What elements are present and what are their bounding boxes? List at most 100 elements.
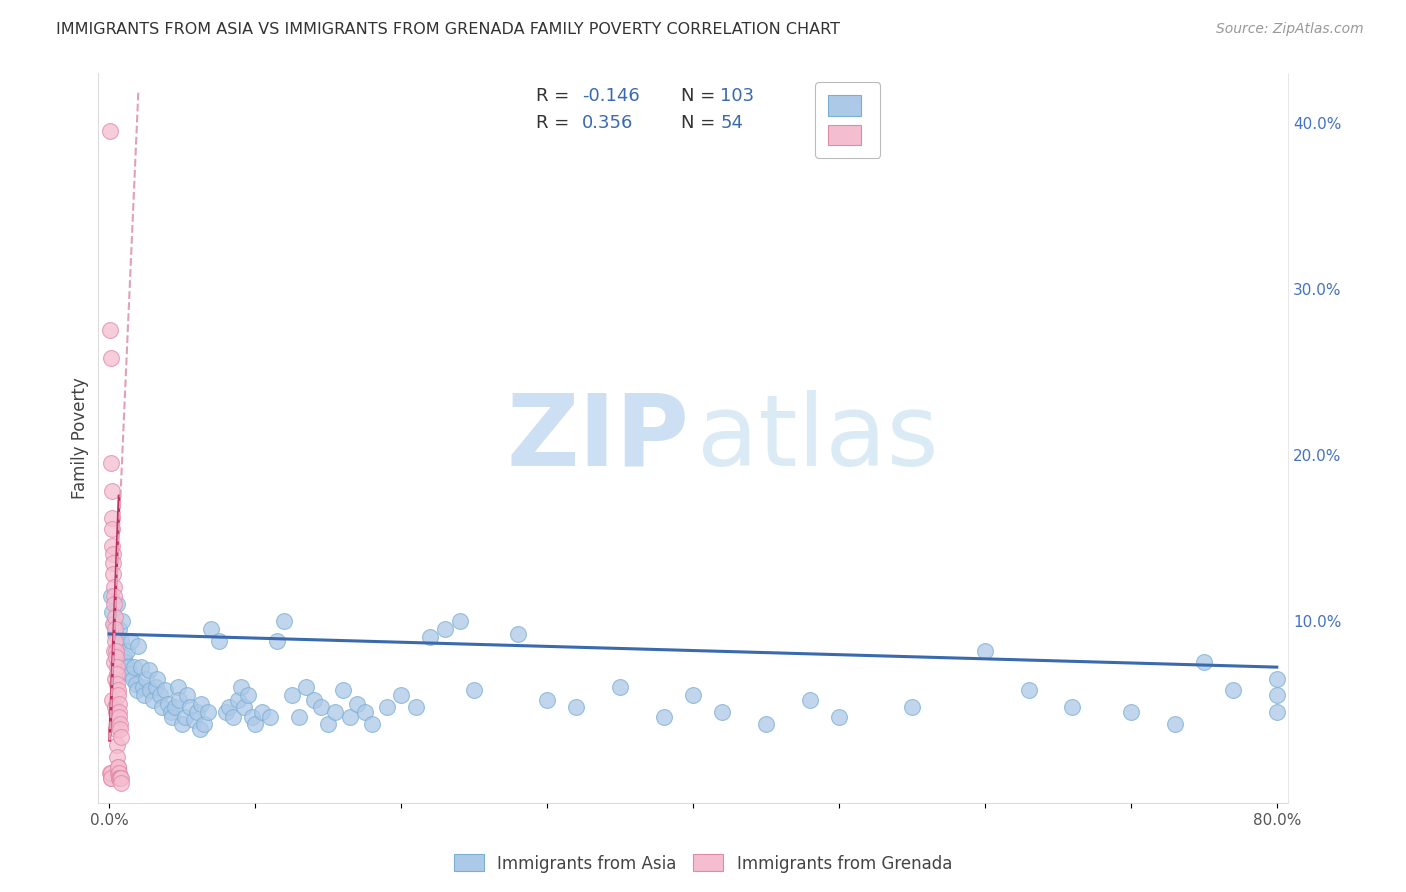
Point [104, 705, 127, 719]
Point [107, 760, 129, 774]
Point [226, 693, 249, 707]
Point [127, 639, 149, 653]
Legend: , : , [815, 82, 880, 158]
Point [316, 716, 339, 731]
Y-axis label: Family Poverty: Family Poverty [72, 377, 89, 499]
Point [169, 693, 191, 707]
Point [1265, 705, 1288, 719]
Point [266, 633, 288, 648]
Point [449, 614, 471, 628]
Point [110, 730, 132, 744]
Point [104, 672, 127, 686]
Text: R =: R = [536, 114, 575, 133]
Point [176, 689, 198, 703]
Text: 103: 103 [720, 87, 755, 104]
Point [104, 622, 127, 636]
Point [131, 660, 153, 674]
Point [332, 683, 354, 698]
Point [153, 683, 176, 698]
Point [108, 622, 131, 636]
Point [259, 710, 281, 724]
Point [105, 597, 128, 611]
Point [98, 323, 121, 337]
Point [135, 672, 157, 686]
Point [108, 705, 131, 719]
Point [107, 697, 129, 711]
Point [190, 697, 212, 711]
Point [103, 567, 125, 582]
Point [107, 689, 129, 703]
Point [229, 680, 252, 694]
Point [103, 617, 125, 632]
Point [145, 680, 167, 694]
Point [1265, 689, 1288, 703]
Point [273, 614, 295, 628]
Point [506, 627, 529, 641]
Point [115, 643, 138, 657]
Point [132, 680, 155, 694]
Text: R =: R = [536, 87, 575, 104]
Point [110, 633, 132, 648]
Point [125, 683, 148, 698]
Point [346, 697, 368, 711]
Point [565, 700, 588, 714]
Point [1222, 683, 1244, 698]
Point [240, 710, 263, 724]
Point [166, 680, 188, 694]
Point [193, 716, 215, 731]
Point [100, 456, 122, 470]
Point [105, 660, 128, 674]
Point [100, 351, 122, 366]
Point [302, 693, 325, 707]
Point [353, 705, 375, 719]
Point [200, 622, 222, 636]
Text: N =: N = [681, 87, 721, 104]
Point [172, 716, 194, 731]
Point [159, 705, 181, 719]
Point [1018, 683, 1040, 698]
Text: -0.146: -0.146 [582, 87, 640, 104]
Point [463, 683, 485, 698]
Point [405, 700, 427, 714]
Point [138, 664, 160, 678]
Point [101, 539, 124, 553]
Point [973, 643, 995, 657]
Point [243, 716, 266, 731]
Point [105, 722, 128, 736]
Point [711, 705, 734, 719]
Point [103, 589, 125, 603]
Point [609, 680, 631, 694]
Point [105, 677, 128, 691]
Point [755, 716, 778, 731]
Point [108, 766, 131, 780]
Point [120, 633, 142, 648]
Point [295, 680, 318, 694]
Point [108, 716, 131, 731]
Text: atlas: atlas [696, 390, 938, 487]
Point [104, 643, 127, 657]
Point [107, 760, 129, 774]
Point [309, 700, 332, 714]
Point [901, 700, 924, 714]
Point [232, 700, 254, 714]
Text: N =: N = [681, 114, 721, 133]
Point [103, 643, 125, 657]
Point [108, 772, 131, 786]
Point [139, 683, 162, 698]
Point [124, 677, 146, 691]
Point [111, 614, 134, 628]
Point [114, 655, 136, 669]
Point [197, 705, 219, 719]
Point [101, 522, 124, 536]
Point [179, 700, 201, 714]
Point [105, 666, 128, 681]
Point [828, 710, 851, 724]
Point [101, 547, 124, 561]
Point [1062, 700, 1084, 714]
Point [215, 705, 238, 719]
Point [108, 710, 131, 724]
Point [652, 710, 675, 724]
Point [105, 738, 128, 752]
Point [288, 710, 311, 724]
Point [799, 693, 821, 707]
